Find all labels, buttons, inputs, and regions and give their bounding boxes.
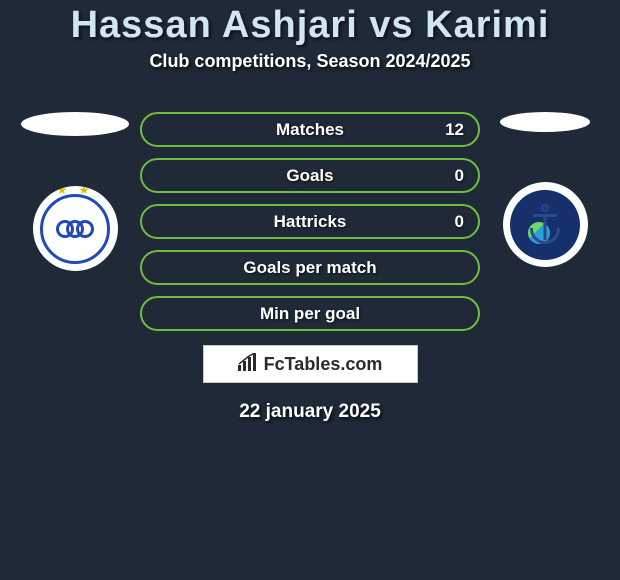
club-crest-right — [510, 190, 580, 260]
stat-value-right: 0 — [455, 212, 464, 232]
anchor-icon — [520, 200, 570, 250]
bar-chart-icon — [238, 353, 260, 376]
stat-value-right: 12 — [445, 120, 464, 140]
stat-value-right: 0 — [455, 166, 464, 186]
comparison-card: Hassan Ashjari vs Karimi Club competitio… — [0, 0, 620, 423]
stat-row: Matches 12 — [140, 112, 480, 147]
stat-row: Min per goal — [140, 296, 480, 331]
main-row: ★ ★ Matches 12 Goals 0 Hattricks 0 Goals per m… — [0, 112, 620, 331]
stat-label: Goals — [286, 166, 333, 186]
stat-row: Hattricks 0 — [140, 204, 480, 239]
club-badge-left: ★ ★ — [33, 186, 118, 271]
stat-row: Goals per match — [140, 250, 480, 285]
page-subtitle: Club competitions, Season 2024/2025 — [149, 51, 470, 72]
footer-date: 22 january 2025 — [239, 401, 381, 423]
player-right-col — [490, 112, 600, 267]
branding-box[interactable]: FcTables.com — [203, 345, 418, 383]
page-title: Hassan Ashjari vs Karimi — [71, 4, 550, 47]
club-badge-right — [503, 182, 588, 267]
player-left-col: ★ ★ — [20, 112, 130, 271]
stats-column: Matches 12 Goals 0 Hattricks 0 Goals per match… — [140, 112, 480, 331]
star-icon: ★ ★ — [57, 186, 94, 197]
player-left-avatar-oval — [21, 112, 129, 136]
stat-label: Goals per match — [243, 258, 376, 278]
rings-icon — [60, 220, 90, 238]
stat-label: Hattricks — [274, 212, 347, 232]
stat-label: Min per goal — [260, 304, 360, 324]
club-crest-left: ★ ★ — [40, 194, 110, 264]
player-right-avatar-oval — [500, 112, 590, 132]
stat-row: Goals 0 — [140, 158, 480, 193]
branding-text: FcTables.com — [264, 354, 383, 375]
stat-label: Matches — [276, 120, 344, 140]
